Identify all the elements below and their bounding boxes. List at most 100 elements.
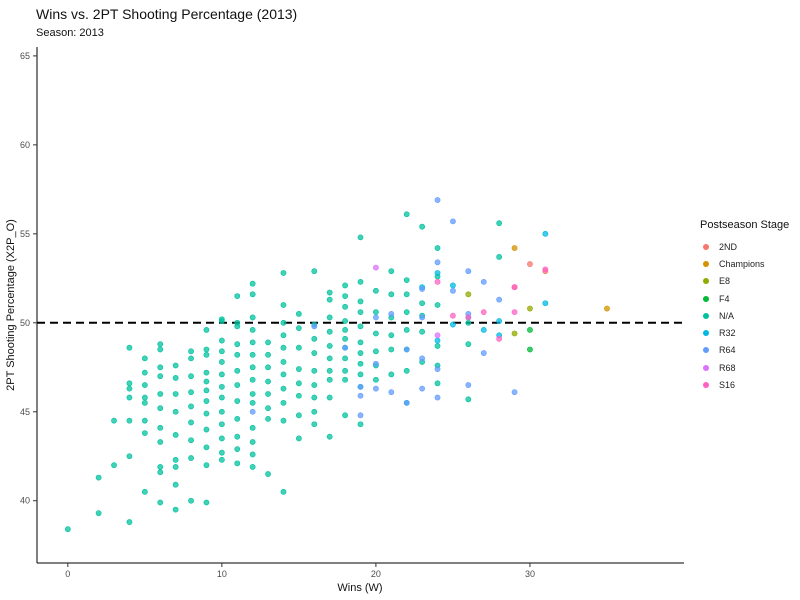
point-r64 (434, 259, 441, 266)
point-n-a (357, 309, 364, 316)
point-n-a (357, 339, 364, 346)
point-e8 (511, 330, 518, 337)
legend-item-n-a: N/A (700, 307, 789, 324)
legend-swatch (703, 382, 709, 389)
point-r64 (434, 366, 441, 372)
point-n-a (434, 302, 441, 308)
point-n-a (326, 289, 333, 296)
x-tick-label: 20 (371, 569, 381, 579)
legend-item-f4: F4 (700, 290, 789, 307)
point-n-a (188, 497, 194, 504)
point-n-a (434, 380, 441, 387)
point-n-a (342, 335, 348, 342)
point-n-a (295, 392, 302, 399)
y-tick-label: 40 (20, 496, 30, 506)
point-s16 (480, 309, 487, 316)
legend-item-r64: R64 (700, 342, 789, 359)
point-r64 (403, 346, 410, 353)
point-n-a (357, 421, 364, 428)
point-s16 (450, 312, 456, 319)
point-n-a (203, 499, 210, 506)
point-n-a (326, 367, 333, 374)
point-n-a (249, 399, 256, 406)
point-n-a (249, 451, 256, 458)
point-n-a (249, 291, 256, 298)
point-r64 (496, 296, 503, 303)
point-n-a (280, 488, 287, 495)
point-n-a (496, 220, 503, 227)
legend-swatch (703, 330, 709, 337)
point-s16 (542, 266, 549, 273)
point-r32 (542, 300, 549, 307)
point-n-a (234, 382, 241, 388)
point-n-a (373, 330, 379, 337)
point-n-a (188, 419, 194, 426)
point-n-a (326, 433, 333, 440)
point-n-a (157, 346, 164, 353)
point-n-a (280, 359, 287, 365)
point-n-a (311, 350, 318, 356)
legend-title: Postseason Stage (700, 219, 790, 231)
point-n-a (234, 319, 241, 326)
point-n-a (188, 455, 194, 461)
point-n-a (249, 314, 256, 321)
point-r64 (373, 385, 379, 392)
point-s16 (511, 309, 518, 316)
point-n-a (342, 327, 348, 333)
point-n-a (265, 351, 271, 358)
axes (36, 47, 684, 564)
point-n-a (249, 376, 256, 383)
point-n-a (388, 291, 395, 298)
point-champions (511, 245, 518, 251)
point-n-a (357, 371, 364, 378)
y-tick-label: 45 (20, 407, 30, 417)
point-n-a (280, 371, 287, 378)
point-n-a (203, 462, 210, 469)
point-n-a (280, 385, 287, 392)
point-n-a (234, 351, 241, 358)
point-n-a (126, 394, 133, 401)
point-n-a (326, 314, 333, 321)
point-n-a (388, 371, 395, 378)
point-n-a (357, 278, 364, 285)
point-n-a (218, 371, 225, 378)
x-tick-label: 30 (525, 569, 535, 579)
legend-swatch (703, 278, 709, 285)
point-n-a (218, 383, 225, 390)
legend-item-e8: E8 (700, 273, 789, 290)
points (64, 197, 610, 533)
point-r64 (373, 314, 379, 321)
point-n-a (126, 344, 133, 351)
point-n-a (218, 435, 225, 442)
point-n-a (311, 367, 318, 374)
x-axis-title: Wins (W) (337, 582, 382, 594)
point-r68 (434, 332, 441, 339)
point-r64 (311, 323, 318, 330)
point-n-a (326, 296, 333, 303)
point-r32 (450, 321, 456, 328)
point-n-a (157, 439, 164, 445)
point-s16 (465, 314, 472, 321)
point-n-a (203, 351, 210, 358)
point-n-a (172, 375, 179, 381)
legend-swatch (703, 295, 709, 302)
point-n-a (357, 298, 364, 305)
legend-label: N/A (719, 310, 735, 321)
point-n-a (218, 421, 225, 428)
point-r32 (434, 337, 441, 344)
point-n-a (295, 412, 302, 419)
legend-item-s16: S16 (700, 376, 789, 393)
point-n-a (295, 310, 302, 317)
point-n-a (249, 424, 256, 431)
point-n-a (357, 323, 364, 330)
point-n-a (249, 327, 256, 333)
point-n-a (111, 417, 117, 424)
point-n-a (311, 268, 318, 275)
point-n-a (342, 293, 348, 300)
point-n-a (496, 254, 503, 260)
point-n-a (403, 309, 410, 316)
point-n-a (203, 426, 210, 433)
point-n-a (342, 367, 348, 374)
point-r64 (388, 389, 395, 396)
